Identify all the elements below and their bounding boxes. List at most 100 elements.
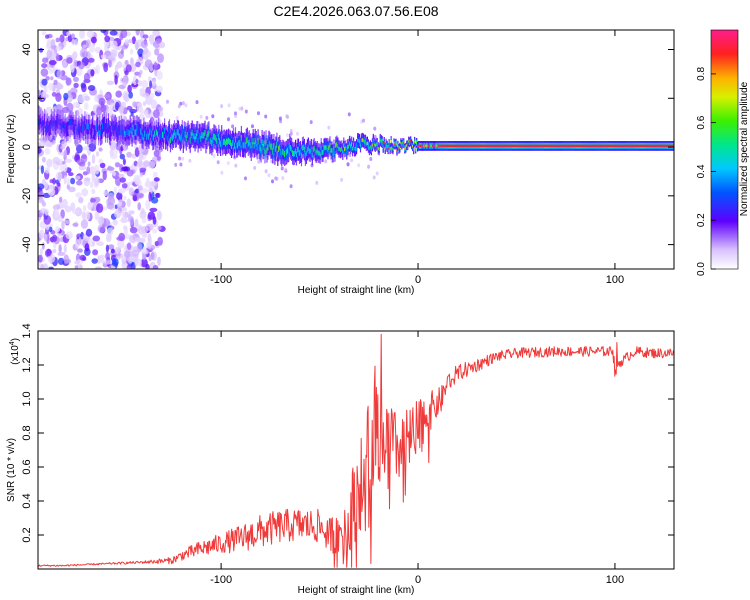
heatmap-band-cell bbox=[436, 144, 438, 147]
heatmap-band-cell bbox=[67, 125, 69, 132]
heatmap-band-cell bbox=[62, 121, 64, 128]
heatmap-band-cell bbox=[291, 146, 293, 153]
heatmap-band-cell bbox=[168, 130, 170, 137]
heatmap-band-cell bbox=[320, 145, 322, 151]
heatmap-band-cell bbox=[281, 151, 283, 158]
heatmap-band-cell bbox=[276, 141, 278, 148]
heatmap-band-cell bbox=[353, 143, 355, 148]
colorbar-label: Normalized spectral amplitude bbox=[739, 81, 750, 216]
heatmap-noise-blob bbox=[98, 147, 103, 152]
heatmap-band-cell bbox=[150, 127, 152, 134]
heatmap-band-cell bbox=[223, 138, 225, 145]
heatmap-band-cell bbox=[146, 134, 148, 141]
heatmap-noise-blob bbox=[155, 38, 162, 43]
heatmap-band-cell bbox=[120, 124, 122, 131]
heatmap-band-cell bbox=[57, 118, 59, 125]
heatmap-band-cell bbox=[238, 140, 240, 147]
snr-y-ticks: 0.2 0.4 0.6 0.8 1.0 1.2 1.4 bbox=[21, 323, 674, 543]
heatmap-band-cell bbox=[229, 138, 231, 145]
snr-panel: -100 0 100 0.2 0.4 0.6 0.8 1.0 1.2 1.4 Height of… bbox=[6, 323, 675, 596]
heatmap-band-cell bbox=[412, 144, 414, 148]
heatmap-band-cell bbox=[70, 119, 72, 126]
heatmap-band-cell bbox=[357, 138, 359, 143]
heatmap-band-cell bbox=[109, 130, 112, 137]
heatmap-noise-blob bbox=[178, 156, 182, 161]
heatmap-band-cell bbox=[152, 135, 154, 142]
heatmap-noise-blob bbox=[55, 53, 60, 62]
heatmap-band-cell bbox=[368, 146, 370, 151]
heatmap-noise-blob bbox=[195, 100, 199, 105]
heatmap-noise-blob bbox=[362, 118, 365, 123]
heatmap-noise-blob bbox=[136, 102, 143, 113]
heatmap-noise-blob bbox=[211, 114, 215, 119]
heatmap-noise-blob bbox=[156, 156, 161, 161]
heatmap-band-cell bbox=[430, 144, 432, 147]
heatmap-band-cell bbox=[378, 147, 380, 151]
heatmap-noise-blob bbox=[114, 246, 121, 253]
heatmap-noise-blob bbox=[55, 45, 62, 51]
heatmap-band-cell bbox=[188, 133, 190, 140]
heatmap-noise-blob bbox=[141, 225, 149, 234]
heatmap-noise-blob bbox=[135, 61, 141, 68]
heatmap-band-cell bbox=[53, 118, 55, 125]
heatmap-band-cell bbox=[100, 130, 102, 137]
heatmap-band-cell bbox=[243, 141, 245, 148]
heatmap-noise-blob bbox=[41, 242, 45, 250]
heatmap-band-cell bbox=[237, 140, 240, 147]
heatmap-noise-blob bbox=[118, 173, 125, 178]
heatmap-band-cell bbox=[193, 133, 195, 140]
heatmap-noise-blob bbox=[63, 92, 69, 101]
heatmap-band-cell bbox=[45, 124, 48, 131]
heatmap-band-cell bbox=[119, 129, 121, 136]
heatmap-band-cell bbox=[394, 143, 396, 146]
heatmap-noise-blob bbox=[38, 254, 43, 263]
heatmap-noise-blob bbox=[38, 147, 42, 154]
heatmap-band-cell bbox=[301, 145, 304, 151]
heatmap-noise-blob bbox=[44, 167, 51, 174]
heatmap-band-cell bbox=[166, 134, 168, 141]
colorbar: 0.0 0.2 0.4 0.6 0.8 Normalized spectral ampl… bbox=[696, 29, 750, 276]
heatmap-band-cell bbox=[383, 141, 385, 145]
heatmap-band-cell bbox=[308, 148, 310, 154]
heatmap-band-cell bbox=[139, 128, 141, 135]
heatmap-noise-blob bbox=[65, 231, 73, 240]
heatmap-band-cell bbox=[275, 145, 277, 152]
heatmap-noise-blob bbox=[71, 33, 75, 39]
heatmap-noise-blob bbox=[153, 150, 160, 158]
snr-x-tick-label: -100 bbox=[210, 574, 232, 586]
heatmap-noise-blob bbox=[47, 187, 56, 196]
heatmap-noise-blob bbox=[88, 57, 95, 63]
heatmap-noise-blob bbox=[46, 38, 53, 49]
heatmap-noise-blob bbox=[156, 210, 162, 221]
heatmap-noise-blob bbox=[43, 93, 49, 98]
heatmap-band-cell bbox=[239, 141, 241, 148]
heatmap-noise-blob bbox=[94, 94, 99, 103]
heatmap-band-cell bbox=[359, 139, 361, 144]
heatmap-band-cell bbox=[329, 143, 331, 148]
heatmap-noise-blob bbox=[100, 54, 107, 59]
heatmap-band-cell bbox=[164, 127, 166, 134]
heatmap-noise-blob bbox=[121, 183, 128, 189]
heatmap-noise-blob bbox=[56, 69, 63, 79]
heatmap-noise-blob bbox=[155, 85, 163, 93]
heatmap-noise-blob bbox=[94, 164, 100, 175]
heatmap-band-cell bbox=[245, 137, 247, 144]
heatmap-band-cell bbox=[111, 123, 113, 130]
heatmap-noise-blob bbox=[78, 165, 87, 171]
heatmap-noise-blob bbox=[152, 78, 157, 87]
heatmap-noise-blob bbox=[91, 154, 96, 164]
heatmap-band-cell bbox=[69, 119, 71, 126]
heatmap-band-cell bbox=[207, 131, 209, 138]
heatmap-band-cell bbox=[263, 140, 265, 147]
heatmap-noise-blob bbox=[157, 256, 161, 266]
heatmap-band-cell bbox=[127, 128, 129, 135]
heatmap-noise-blob bbox=[57, 257, 65, 265]
heatmap-noise-blob bbox=[99, 162, 106, 169]
heatmap-band-cell bbox=[266, 147, 268, 154]
heatmap-noise-blob bbox=[226, 161, 230, 166]
heatmap-noise-blob bbox=[75, 239, 80, 249]
heatmap-noise-blob bbox=[149, 80, 153, 89]
heatmap-band-cell bbox=[271, 143, 273, 150]
heatmap-noise-blob bbox=[142, 34, 149, 39]
